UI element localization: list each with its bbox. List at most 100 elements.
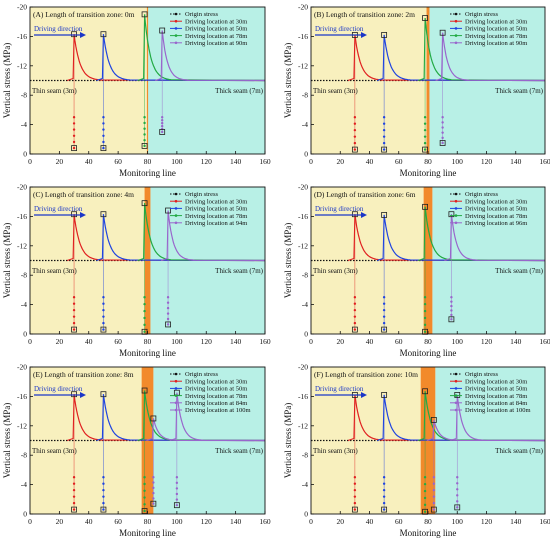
x-tick-label: 100 [171,517,183,526]
face-marker [72,134,76,137]
x-axis-label: Monitoring line [119,168,176,178]
face-marker [72,482,76,485]
low-marker [351,146,358,153]
low-marker [71,145,77,152]
thick-seam-label: Thick seam (7m) [495,87,543,95]
legend-marker [174,214,178,217]
legend-marker [174,379,178,383]
face-marker [382,482,386,485]
face-marker [382,148,386,151]
driving-direction-label: Driving direction [34,205,83,213]
face-marker [143,482,146,486]
stress-curve [442,32,546,82]
panel-title: (E) Length of transition zone: 8m [33,370,134,379]
y-tick-label: -12 [17,421,27,430]
stress-curve [383,34,546,82]
face-marker [423,141,427,145]
chart-panel-1: 0 20 40 60 80 100 120 140 160 -20 -16 -12 -8 -4 0 Monit… [2,3,271,179]
face-marker [450,296,453,299]
stress-curve [144,14,266,82]
y-tick-label: -20 [298,363,308,372]
face-marker [143,116,146,119]
legend-entry: Driving location at 84m [185,400,247,407]
legend-entry: Driving location at 84m [465,400,527,407]
face-marker [353,148,357,151]
low-marker [351,506,358,513]
legend-entry: Driving location at 90m [465,40,527,47]
face-marker [382,122,386,125]
face-marker [166,317,170,321]
stress-curve [144,203,266,262]
low-marker [165,321,171,328]
face-marker [423,323,427,327]
low-marker [71,506,77,513]
stress-curve [161,30,266,82]
y-tick-label: -16 [17,392,27,401]
stress-curve [383,394,546,442]
face-marker [160,121,164,125]
face-marker [382,488,386,492]
face-marker [72,488,76,492]
thick-seam-label: Thick seam (7m) [215,447,263,455]
stress-curve [73,394,266,442]
peak-marker [454,392,461,398]
x-tick-label: 40 [366,157,374,166]
x-tick-label: 100 [452,337,464,346]
panel-title: (C) Length of transition zone: 4m [33,190,134,199]
x-axis-label: Monitoring line [400,348,457,358]
driving-direction-label: Driving direction [34,385,83,393]
x-tick-label: 20 [56,517,64,526]
legend-entry: Driving location at 94m [185,220,247,227]
y-tick-label: -12 [298,241,308,250]
face-marker [432,495,436,498]
stress-curve [73,34,266,82]
thin-seam-label: Thin seam (3m) [313,447,358,455]
face-marker [353,501,357,505]
peak-marker [71,211,77,218]
legend-entry: Driving location at 50m [465,206,527,213]
face-marker [143,316,146,320]
face-marker [72,508,76,511]
driving-direction-arrow-head [361,32,367,38]
face-marker [72,308,76,312]
face-marker [353,135,357,138]
legend-entry: Driving location at 30m [465,198,527,205]
x-tick-label: 40 [366,337,374,346]
face-marker [441,126,444,129]
low-marker [159,129,166,135]
x-tick-label: 60 [395,337,403,346]
y-tick-label: -12 [17,61,27,70]
legend-entry: Driving location at 30m [185,198,247,205]
y-tick-label: -4 [302,300,308,309]
face-marker [143,138,146,142]
face-marker [72,128,76,131]
peak-marker [141,387,148,394]
y-tick-label: -8 [21,91,27,100]
legend-entry: Origin stress [185,11,219,18]
x-tick-label: 80 [144,337,152,346]
face-marker [353,122,357,125]
low-marker [100,506,107,513]
legend-marker [174,394,178,397]
face-marker [441,121,444,124]
x-tick-label: 0 [309,157,313,166]
face-marker [143,503,146,506]
driving-direction-arrow-head [80,392,86,398]
peak-marker [150,415,157,422]
x-tick-label: 40 [366,517,374,526]
y-tick-label: -8 [21,271,27,280]
stress-curve-left [155,30,163,82]
legend-marker [454,199,458,203]
x-axis-label: Monitoring line [400,168,457,178]
face-marker [423,510,427,513]
panel-title: (F) Length of transition zone: 10m [314,370,418,379]
face-marker [432,501,436,505]
face-marker [441,116,444,119]
x-tick-label: 120 [201,337,213,346]
face-marker [143,127,146,130]
face-marker [72,140,76,144]
face-marker [175,492,179,496]
face-marker [382,328,386,331]
stress-curve-left [146,418,154,442]
x-tick-label: 160 [259,337,271,346]
